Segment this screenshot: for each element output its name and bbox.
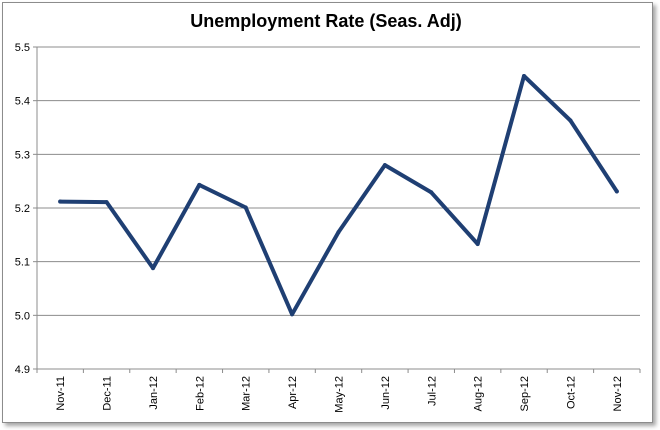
x-tick-label: Mar-12: [241, 376, 253, 411]
x-tick-label: Jun-12: [380, 376, 392, 410]
x-tick-label: Jan-12: [148, 376, 160, 410]
x-tick-label: May-12: [334, 376, 346, 413]
x-tick-label: Feb-12: [194, 376, 206, 411]
data-point: [382, 163, 387, 168]
x-tick-label: Dec-11: [102, 376, 114, 411]
y-tick-label: 5.5: [15, 42, 30, 54]
x-tick-label: Nov-11: [55, 376, 67, 411]
data-point: [429, 190, 434, 195]
y-tick-label: 5.3: [15, 149, 30, 161]
data-point: [150, 266, 155, 271]
x-tick-label: Sep-12: [519, 376, 531, 411]
y-tick-labels: 4.9 5.0 5.1 5.2 5.3 5.4 5.5: [15, 42, 30, 376]
x-tick-label: Oct-12: [565, 376, 577, 409]
data-point: [568, 118, 573, 123]
x-tick-label: Nov-12: [612, 376, 624, 411]
y-tick-label: 5.2: [15, 203, 30, 215]
y-tick-label: 5.4: [15, 96, 30, 108]
data-point: [336, 230, 341, 235]
series-lines: [58, 73, 619, 317]
y-tick-label: 5.0: [15, 310, 30, 322]
series-line: [58, 74, 619, 317]
data-point: [58, 199, 63, 204]
gridlines: [37, 46, 640, 316]
data-point: [290, 312, 295, 317]
x-tick-labels: Nov-11 Dec-11 Jan-12 Feb-12 Mar-12 Apr-12 May-…: [55, 376, 624, 413]
x-tick-label: Aug-12: [473, 376, 485, 411]
data-point: [197, 182, 202, 187]
x-tick-label: Jul-12: [426, 376, 438, 406]
chart-frame: [2, 2, 653, 423]
data-point: [475, 241, 480, 246]
chart-title: Unemployment Rate (Seas. Adj): [190, 11, 461, 31]
data-point: [522, 73, 527, 78]
axes: [33, 46, 641, 373]
data-point: [614, 189, 619, 194]
y-tick-label: 4.9: [15, 364, 30, 376]
data-point: [104, 200, 109, 205]
y-tick-label: 5.1: [15, 257, 30, 269]
x-tick-label: Apr-12: [287, 376, 299, 409]
data-point: [243, 205, 248, 210]
